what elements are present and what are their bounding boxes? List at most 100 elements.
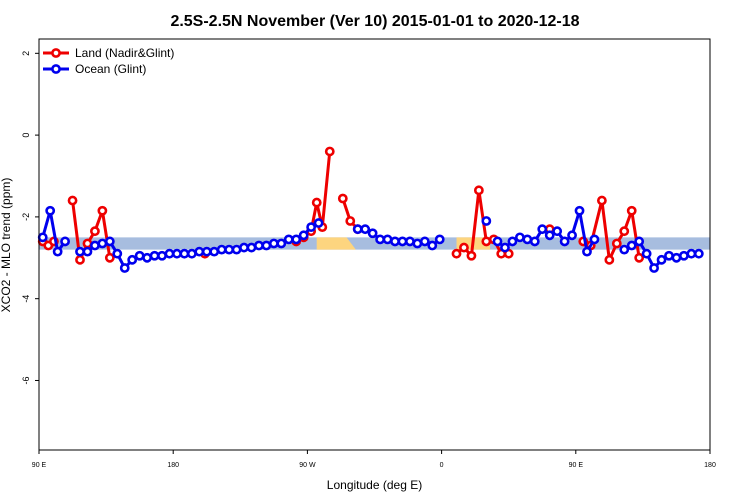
- ocean-point-51: [500, 242, 510, 253]
- land-point-21: [466, 250, 477, 261]
- ocean-point-68: [649, 263, 659, 273]
- ocean-point-14: [149, 250, 160, 261]
- ocean-point-54: [522, 234, 533, 245]
- ocean-point-25: [231, 244, 242, 255]
- ocean-point-13: [142, 252, 153, 263]
- x-axis: 90 E 180 90 W 0 90 E 180: [32, 450, 716, 469]
- x-tick-label-2: 90 W: [299, 462, 316, 469]
- ocean-point-34: [298, 230, 309, 241]
- ocean-point-35: [306, 222, 317, 233]
- ocean-point-52: [507, 236, 518, 247]
- y-axis: 2 0 -2 -4 -6: [21, 51, 39, 384]
- land-legend-label: Land (Nadir&Glint): [75, 46, 174, 60]
- chart-title: 2.5S-2.5N November (Ver 10) 2015-01-01 t…: [170, 13, 579, 30]
- land-point-4: [75, 254, 85, 265]
- ocean-point-9: [112, 248, 123, 259]
- ocean-point-67: [641, 248, 652, 259]
- ocean-point-1: [45, 205, 56, 216]
- ocean-point-58: [552, 226, 563, 237]
- land-point-19: [451, 248, 462, 259]
- ocean-point-43: [397, 236, 408, 247]
- ocean-point-2: [52, 246, 63, 257]
- ocean-point-26: [239, 242, 249, 253]
- ocean-point-4: [75, 246, 85, 257]
- ocean-point-21: [201, 246, 212, 257]
- ocean-point-27: [246, 242, 257, 253]
- x-tick-label-3: 0: [440, 462, 444, 469]
- ocean-point-57: [544, 230, 555, 241]
- land-point-23: [481, 236, 492, 247]
- ocean-point-47: [427, 240, 438, 251]
- land-point-6: [90, 226, 100, 237]
- land-band-0: [316, 237, 356, 250]
- land-point-5: [82, 238, 93, 249]
- ocean-point-18: [179, 248, 190, 259]
- ocean-point-19: [186, 248, 197, 259]
- ocean-point-44: [405, 236, 415, 247]
- land-point-8: [104, 252, 115, 263]
- land-point-31: [604, 254, 615, 265]
- y-tick-label-4: -6: [21, 376, 31, 384]
- land-point-32: [611, 238, 622, 249]
- land-point-34: [626, 205, 637, 216]
- ocean-point-3: [60, 236, 70, 247]
- ocean-point-53: [514, 232, 525, 243]
- ocean-point-24: [224, 244, 235, 255]
- ocean-point-15: [157, 250, 167, 261]
- ocean-point-60: [567, 230, 577, 241]
- ocean-point-65: [626, 240, 637, 251]
- ocean-point-41: [382, 234, 393, 245]
- x-tick-label-5: 180: [704, 462, 716, 469]
- ocean-point-38: [360, 224, 371, 235]
- y-tick-label-0: 2: [21, 51, 31, 56]
- ocean-point-11: [127, 254, 138, 265]
- ocean-point-31: [276, 238, 287, 249]
- ocean-line-0: [41, 209, 67, 254]
- ocean-point-70: [664, 250, 674, 261]
- ocean-point-61: [574, 205, 585, 216]
- ocean-point-7: [97, 238, 108, 249]
- ocean-point-69: [656, 254, 667, 265]
- land-point-35: [634, 252, 645, 263]
- land-point-17: [345, 216, 356, 226]
- ocean-point-37: [352, 224, 363, 235]
- ocean-point-63: [589, 234, 600, 245]
- ocean-point-33: [291, 234, 302, 245]
- ocean-point-49: [481, 216, 492, 226]
- series-layer: [37, 146, 704, 273]
- ocean-point-28: [254, 240, 264, 251]
- ocean-point-32: [283, 234, 294, 245]
- ocean-point-42: [390, 236, 400, 247]
- ocean-legend-label: Ocean (Glint): [75, 62, 146, 76]
- ocean-point-17: [172, 248, 182, 259]
- ocean-point-10: [119, 263, 130, 273]
- bands-layer: [39, 237, 710, 250]
- ocean-point-22: [209, 246, 220, 257]
- ocean-point-48: [434, 234, 445, 245]
- x-tick-label-0: 90 E: [32, 462, 47, 469]
- land-point-7: [97, 205, 108, 216]
- ocean-point-6: [90, 240, 100, 251]
- legend: Land (Nadir&Glint) Ocean (Glint): [43, 46, 174, 76]
- land-point-15: [324, 146, 335, 157]
- ocean-point-29: [261, 240, 272, 251]
- ocean-point-30: [268, 238, 279, 249]
- land-point-3: [67, 195, 78, 206]
- land-point-30: [596, 195, 607, 206]
- ocean-point-56: [537, 224, 548, 235]
- land-point-20: [459, 242, 469, 253]
- land-point-22: [473, 185, 484, 196]
- ocean-point-36: [313, 218, 324, 228]
- y-tick-label-2: -2: [21, 213, 31, 221]
- ocean-point-23: [216, 244, 227, 255]
- ocean-point-45: [412, 238, 423, 249]
- ocean-point-73: [686, 248, 697, 259]
- ocean-point-59: [559, 236, 570, 247]
- ocean-point-12: [134, 250, 145, 261]
- x-axis-label: Longitude (deg E): [327, 478, 422, 492]
- ocean-point-40: [375, 234, 385, 245]
- land-point-13: [311, 197, 322, 208]
- x-tick-label-4: 90 E: [569, 462, 584, 469]
- ocean-point-64: [619, 244, 630, 255]
